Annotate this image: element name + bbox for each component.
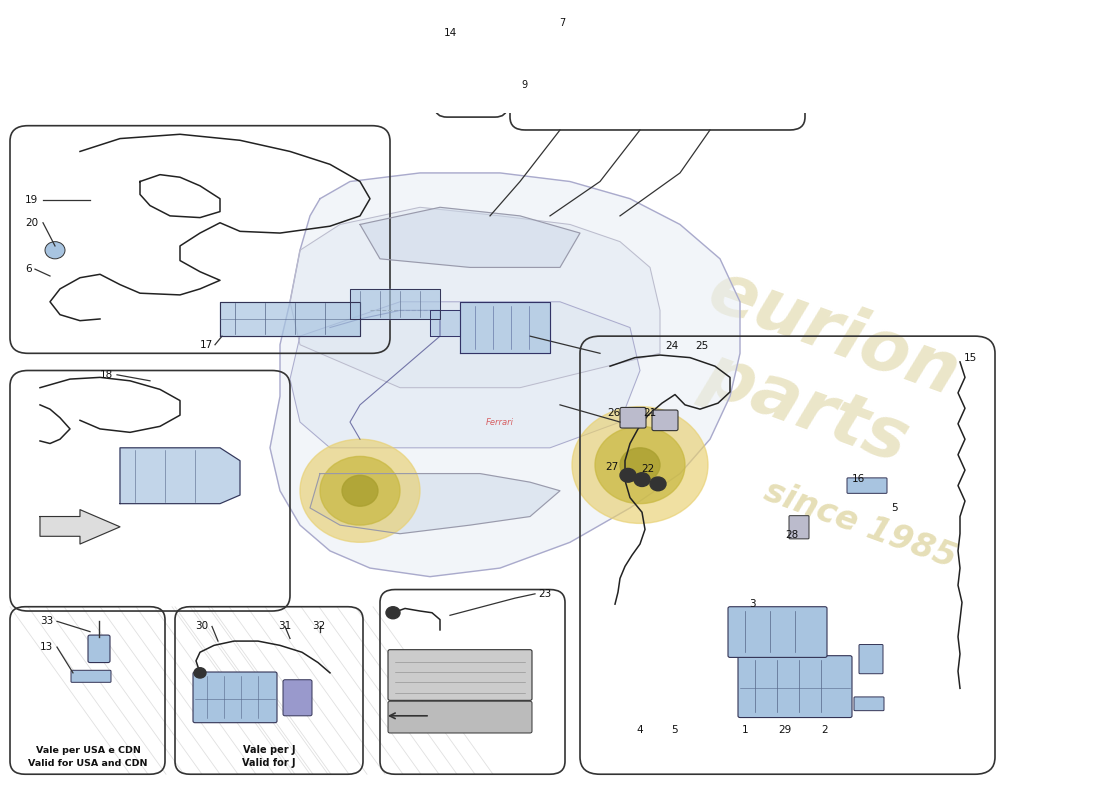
Polygon shape <box>310 474 560 534</box>
FancyBboxPatch shape <box>847 478 887 494</box>
FancyBboxPatch shape <box>547 30 587 42</box>
Text: 28: 28 <box>785 530 799 541</box>
Text: Vale per J: Vale per J <box>243 745 295 755</box>
Text: 9: 9 <box>521 80 527 90</box>
Text: 23: 23 <box>538 589 551 599</box>
Circle shape <box>300 439 420 542</box>
Text: 17: 17 <box>200 340 213 350</box>
Text: 27: 27 <box>605 462 618 472</box>
Text: 31: 31 <box>278 622 292 631</box>
FancyBboxPatch shape <box>72 670 111 682</box>
Text: 6: 6 <box>25 264 32 274</box>
Circle shape <box>386 606 400 618</box>
Circle shape <box>654 47 666 58</box>
FancyBboxPatch shape <box>859 645 883 674</box>
Polygon shape <box>360 207 580 267</box>
Text: 21: 21 <box>644 409 657 418</box>
Text: 20: 20 <box>25 218 39 228</box>
Polygon shape <box>350 289 440 319</box>
Text: 19: 19 <box>25 195 39 206</box>
Circle shape <box>342 475 378 506</box>
Text: 25: 25 <box>695 342 708 351</box>
Circle shape <box>194 668 206 678</box>
FancyBboxPatch shape <box>388 702 532 733</box>
Circle shape <box>521 54 534 65</box>
Text: 24: 24 <box>666 342 679 351</box>
FancyBboxPatch shape <box>728 606 827 658</box>
Text: 18: 18 <box>100 370 113 380</box>
Circle shape <box>595 426 685 504</box>
Text: 13: 13 <box>40 642 53 652</box>
FancyBboxPatch shape <box>450 53 490 98</box>
Text: 3: 3 <box>749 599 756 609</box>
FancyBboxPatch shape <box>283 680 312 716</box>
Polygon shape <box>270 173 740 577</box>
Polygon shape <box>40 510 120 544</box>
Text: eurion
parts: eurion parts <box>672 256 968 485</box>
FancyBboxPatch shape <box>88 635 110 662</box>
Polygon shape <box>120 448 240 504</box>
Text: Valid for USA and CDN: Valid for USA and CDN <box>29 758 147 767</box>
Text: 26: 26 <box>607 409 620 418</box>
Circle shape <box>572 406 708 523</box>
Polygon shape <box>430 310 460 336</box>
Polygon shape <box>220 302 360 336</box>
Text: 5: 5 <box>891 503 898 513</box>
Text: 29: 29 <box>779 725 792 734</box>
FancyBboxPatch shape <box>854 697 884 710</box>
Text: 33: 33 <box>40 616 53 626</box>
FancyBboxPatch shape <box>789 516 808 539</box>
Text: Ferrari: Ferrari <box>486 418 514 426</box>
Text: Vale per USA e CDN: Vale per USA e CDN <box>35 746 141 754</box>
Text: 7: 7 <box>559 18 565 29</box>
Circle shape <box>320 456 400 525</box>
Circle shape <box>45 242 65 259</box>
Polygon shape <box>290 302 640 448</box>
Text: 16: 16 <box>851 474 865 484</box>
Text: 4: 4 <box>637 725 644 734</box>
Text: 32: 32 <box>312 622 326 631</box>
Text: 1: 1 <box>741 725 748 734</box>
Text: since 1985: since 1985 <box>759 475 960 575</box>
Circle shape <box>620 448 660 482</box>
Polygon shape <box>290 207 660 388</box>
Polygon shape <box>460 302 550 354</box>
Circle shape <box>650 477 666 490</box>
FancyBboxPatch shape <box>620 407 646 428</box>
Text: 2: 2 <box>822 725 828 734</box>
Text: 22: 22 <box>641 464 654 474</box>
Text: 14: 14 <box>443 28 456 38</box>
Circle shape <box>620 469 636 482</box>
Circle shape <box>634 473 650 486</box>
Text: 5: 5 <box>672 725 679 734</box>
FancyBboxPatch shape <box>591 36 615 46</box>
FancyBboxPatch shape <box>652 410 678 430</box>
Text: 30: 30 <box>195 622 208 631</box>
Circle shape <box>526 71 538 82</box>
FancyBboxPatch shape <box>657 39 694 50</box>
FancyBboxPatch shape <box>192 672 277 722</box>
Text: Valid for J: Valid for J <box>242 758 296 768</box>
FancyBboxPatch shape <box>738 656 852 718</box>
FancyBboxPatch shape <box>388 650 532 700</box>
Text: 15: 15 <box>964 353 977 362</box>
